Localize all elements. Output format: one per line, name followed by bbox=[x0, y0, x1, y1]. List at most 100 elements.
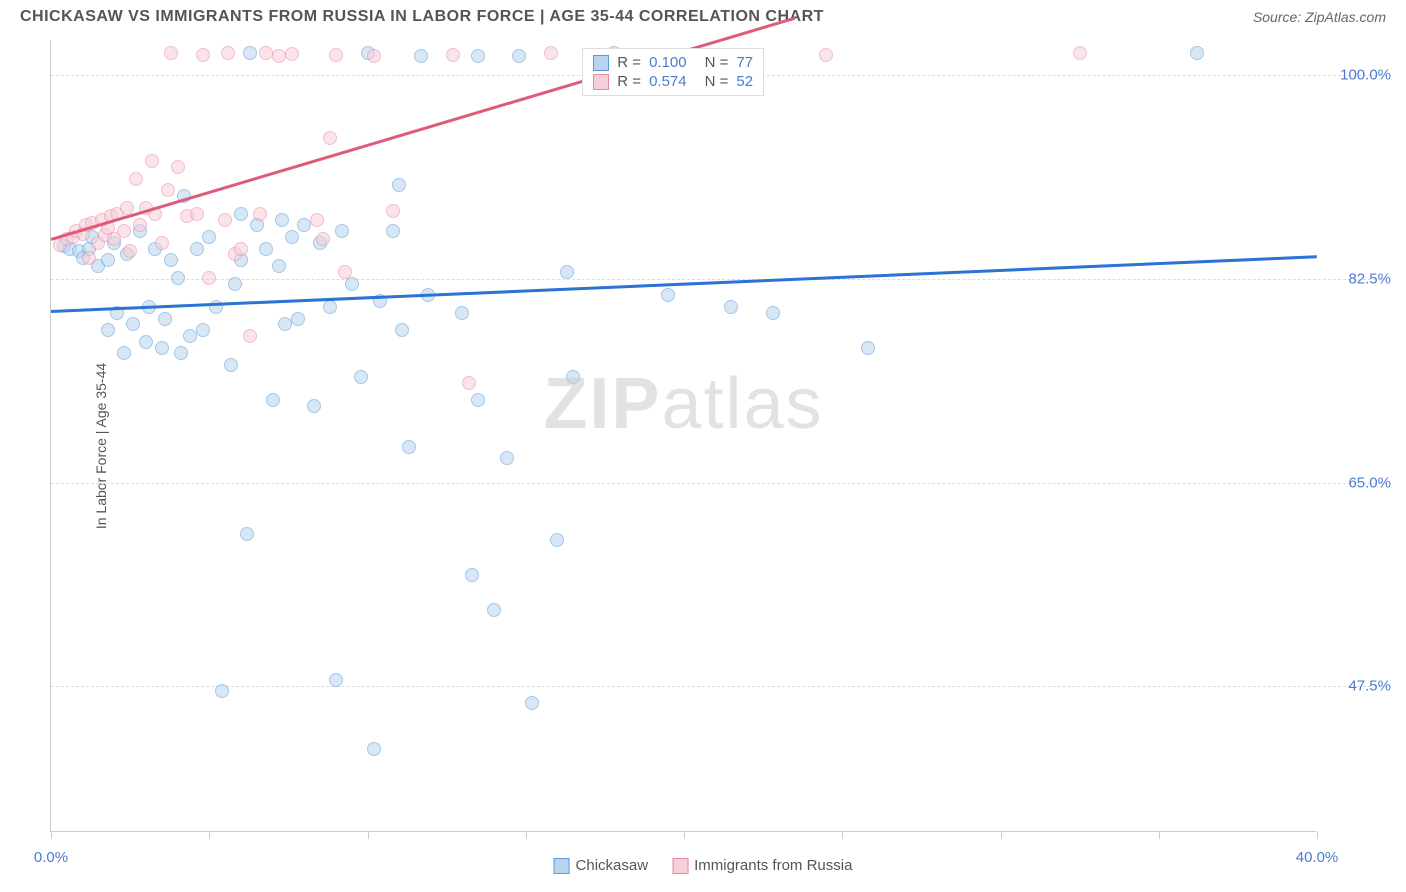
data-point bbox=[316, 232, 330, 246]
legend-r-value: 0.100 bbox=[649, 54, 687, 71]
data-point bbox=[471, 49, 485, 63]
legend-item: Chickasaw bbox=[554, 857, 649, 874]
legend-r-label: R = bbox=[617, 54, 641, 71]
legend-n-value: 77 bbox=[736, 54, 753, 71]
data-point bbox=[228, 277, 242, 291]
data-point bbox=[1190, 46, 1204, 60]
data-point bbox=[196, 48, 210, 62]
watermark: ZIPatlas bbox=[543, 363, 823, 445]
data-point bbox=[123, 244, 137, 258]
data-point bbox=[171, 271, 185, 285]
data-point bbox=[471, 393, 485, 407]
legend-n-label: N = bbox=[705, 54, 729, 71]
legend-row: R = 0.574 N = 52 bbox=[593, 72, 753, 91]
legend-n-value: 52 bbox=[736, 73, 753, 90]
data-point bbox=[243, 46, 257, 60]
correlation-legend: R = 0.100 N = 77 R = 0.574 N = 52 bbox=[582, 48, 764, 96]
data-point bbox=[161, 183, 175, 197]
y-tick-label: 100.0% bbox=[1321, 66, 1391, 83]
data-point bbox=[310, 213, 324, 227]
data-point bbox=[307, 399, 321, 413]
data-point bbox=[329, 48, 343, 62]
data-point bbox=[221, 46, 235, 60]
data-point bbox=[323, 131, 337, 145]
data-point bbox=[1073, 46, 1087, 60]
x-tick bbox=[526, 831, 527, 839]
data-point bbox=[196, 323, 210, 337]
data-point bbox=[101, 253, 115, 267]
x-tick bbox=[1159, 831, 1160, 839]
data-point bbox=[133, 218, 147, 232]
data-point bbox=[82, 251, 96, 265]
data-point bbox=[392, 178, 406, 192]
data-point bbox=[861, 341, 875, 355]
data-point bbox=[202, 230, 216, 244]
x-tick bbox=[368, 831, 369, 839]
data-point bbox=[234, 207, 248, 221]
y-tick-label: 65.0% bbox=[1321, 474, 1391, 491]
gridline bbox=[51, 279, 1386, 280]
gridline bbox=[51, 483, 1386, 484]
data-point bbox=[272, 259, 286, 273]
data-point bbox=[338, 265, 352, 279]
y-tick-label: 47.5% bbox=[1321, 678, 1391, 695]
source-attribution: Source: ZipAtlas.com bbox=[1253, 9, 1386, 25]
data-point bbox=[101, 323, 115, 337]
x-tick bbox=[1001, 831, 1002, 839]
data-point bbox=[446, 48, 460, 62]
data-point bbox=[190, 242, 204, 256]
data-point bbox=[234, 242, 248, 256]
data-point bbox=[323, 300, 337, 314]
data-point bbox=[544, 46, 558, 60]
data-point bbox=[367, 49, 381, 63]
legend-r-label: R = bbox=[617, 73, 641, 90]
series-legend: Chickasaw Immigrants from Russia bbox=[554, 857, 853, 874]
data-point bbox=[367, 742, 381, 756]
x-tick bbox=[842, 831, 843, 839]
chart-title: CHICKASAW VS IMMIGRANTS FROM RUSSIA IN L… bbox=[20, 8, 824, 26]
data-point bbox=[164, 46, 178, 60]
data-point bbox=[766, 306, 780, 320]
data-point bbox=[386, 204, 400, 218]
x-tick-label: 0.0% bbox=[34, 849, 68, 866]
data-point bbox=[129, 172, 143, 186]
data-point bbox=[117, 224, 131, 238]
data-point bbox=[171, 160, 185, 174]
y-tick-label: 82.5% bbox=[1321, 270, 1391, 287]
data-point bbox=[566, 370, 580, 384]
data-point bbox=[512, 49, 526, 63]
x-tick-label: 40.0% bbox=[1296, 849, 1339, 866]
data-point bbox=[661, 288, 675, 302]
data-point bbox=[414, 49, 428, 63]
data-point bbox=[215, 684, 229, 698]
data-point bbox=[462, 376, 476, 390]
legend-label: Immigrants from Russia bbox=[694, 857, 852, 874]
legend-r-value: 0.574 bbox=[649, 73, 687, 90]
data-point bbox=[218, 213, 232, 227]
x-tick bbox=[1317, 831, 1318, 839]
data-point bbox=[402, 440, 416, 454]
legend-n-label: N = bbox=[705, 73, 729, 90]
data-point bbox=[465, 568, 479, 582]
data-point bbox=[155, 341, 169, 355]
data-point bbox=[335, 224, 349, 238]
legend-swatch bbox=[593, 55, 609, 71]
data-point bbox=[174, 346, 188, 360]
data-point bbox=[155, 236, 169, 250]
data-point bbox=[145, 154, 159, 168]
data-point bbox=[224, 358, 238, 372]
data-point bbox=[158, 312, 172, 326]
legend-swatch bbox=[593, 74, 609, 90]
data-point bbox=[487, 603, 501, 617]
legend-row: R = 0.100 N = 77 bbox=[593, 53, 753, 72]
data-point bbox=[285, 47, 299, 61]
data-point bbox=[139, 335, 153, 349]
data-point bbox=[354, 370, 368, 384]
data-point bbox=[395, 323, 409, 337]
x-tick bbox=[209, 831, 210, 839]
data-point bbox=[253, 207, 267, 221]
data-point bbox=[550, 533, 564, 547]
data-point bbox=[190, 207, 204, 221]
data-point bbox=[202, 271, 216, 285]
legend-swatch bbox=[672, 858, 688, 874]
